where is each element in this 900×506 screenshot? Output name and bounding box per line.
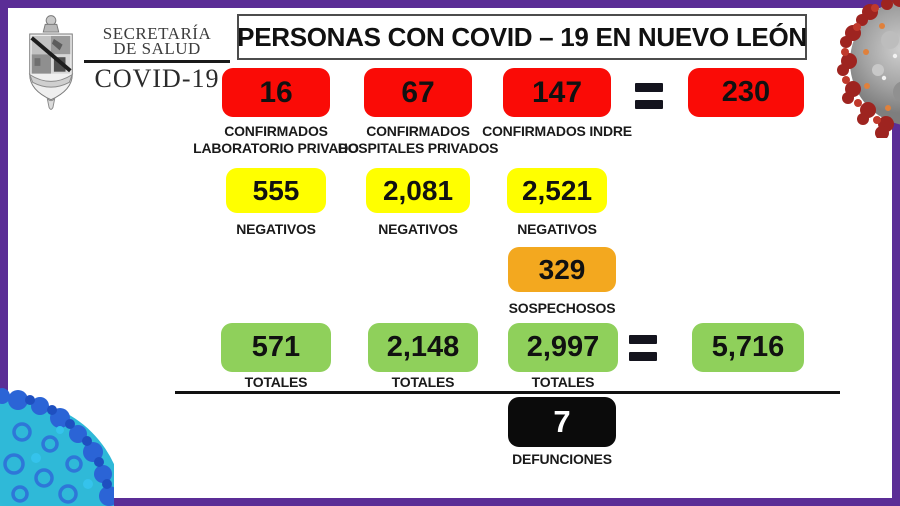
totales-total-box: 5,716 — [692, 323, 804, 372]
negativos-box-1: 555 — [226, 168, 326, 213]
totales-label-2: TOTALES — [391, 374, 455, 390]
sospechosos-label: SOSPECHOSOS — [508, 300, 616, 316]
negativos-value-1: 555 — [252, 174, 300, 206]
slide-title-box: PERSONAS CON COVID – 19 EN NUEVO LEÓN — [237, 14, 807, 60]
negativos-value-3: 2,521 — [521, 174, 593, 206]
confirmados-total-box: 230 — [688, 68, 804, 117]
confirmados-lab-privado-value: 16 — [259, 75, 293, 109]
totales-label-3: TOTALES — [531, 374, 595, 390]
defunciones-box: 7 — [508, 397, 616, 447]
sospechosos-value: 329 — [538, 253, 586, 285]
totales-box-1: 571 — [221, 323, 331, 372]
totales-box-2: 2,148 — [368, 323, 478, 372]
negativos-label-1: NEGATIVOS — [236, 221, 316, 237]
secretaria-line1: SECRETARÍA — [102, 24, 212, 43]
totals-divider-line — [175, 391, 840, 394]
confirmados-hosp-privados-value: 67 — [401, 75, 435, 109]
blue-virus-image — [0, 388, 114, 506]
negativos-value-2: 2,081 — [382, 174, 454, 206]
secretaria-line2: DE SALUD — [113, 39, 201, 58]
negativos-label-3: NEGATIVOS — [517, 221, 597, 237]
confirmados-indre-label: CONFIRMADOS INDRE — [482, 123, 632, 139]
totales-label-1: TOTALES — [244, 374, 308, 390]
equals-icon — [635, 83, 663, 117]
equals-icon — [629, 335, 657, 369]
logo-covid-label: COVID-19 — [94, 64, 220, 93]
totales-value-3: 2,997 — [526, 331, 600, 363]
negativos-label-2: NEGATIVOS — [378, 221, 458, 237]
totales-value-1: 571 — [251, 331, 301, 363]
defunciones-value: 7 — [553, 404, 571, 439]
totales-value-2: 2,148 — [386, 331, 460, 363]
negativos-box-2: 2,081 — [366, 168, 470, 213]
totales-box-3: 2,997 — [508, 323, 618, 372]
totales-total-value: 5,716 — [711, 331, 785, 363]
coronavirus-image — [837, 0, 900, 138]
negativos-box-3: 2,521 — [507, 168, 607, 213]
confirmados-hosp-privados-label: CONFIRMADOS HOSPITALES PRIVADOS — [337, 123, 499, 156]
confirmados-lab-privado-label: CONFIRMADOS LABORATORIO PRIVADO — [193, 123, 359, 156]
confirmados-indre-box: 147 — [503, 68, 611, 117]
defunciones-label: DEFUNCIONES — [512, 451, 612, 467]
confirmados-lab-privado-box: 16 — [222, 68, 330, 117]
nuevo-leon-coat-of-arms-icon — [28, 15, 74, 110]
confirmados-hosp-privados-box: 67 — [364, 68, 472, 117]
confirmados-indre-value: 147 — [531, 75, 583, 109]
header-logo: SECRETARÍA DE SALUD COVID-19 — [18, 8, 230, 118]
slide-title: PERSONAS CON COVID – 19 EN NUEVO LEÓN — [237, 21, 807, 52]
logo-divider — [84, 60, 230, 63]
sospechosos-box: 329 — [508, 247, 616, 292]
confirmados-total-value: 230 — [721, 76, 771, 108]
